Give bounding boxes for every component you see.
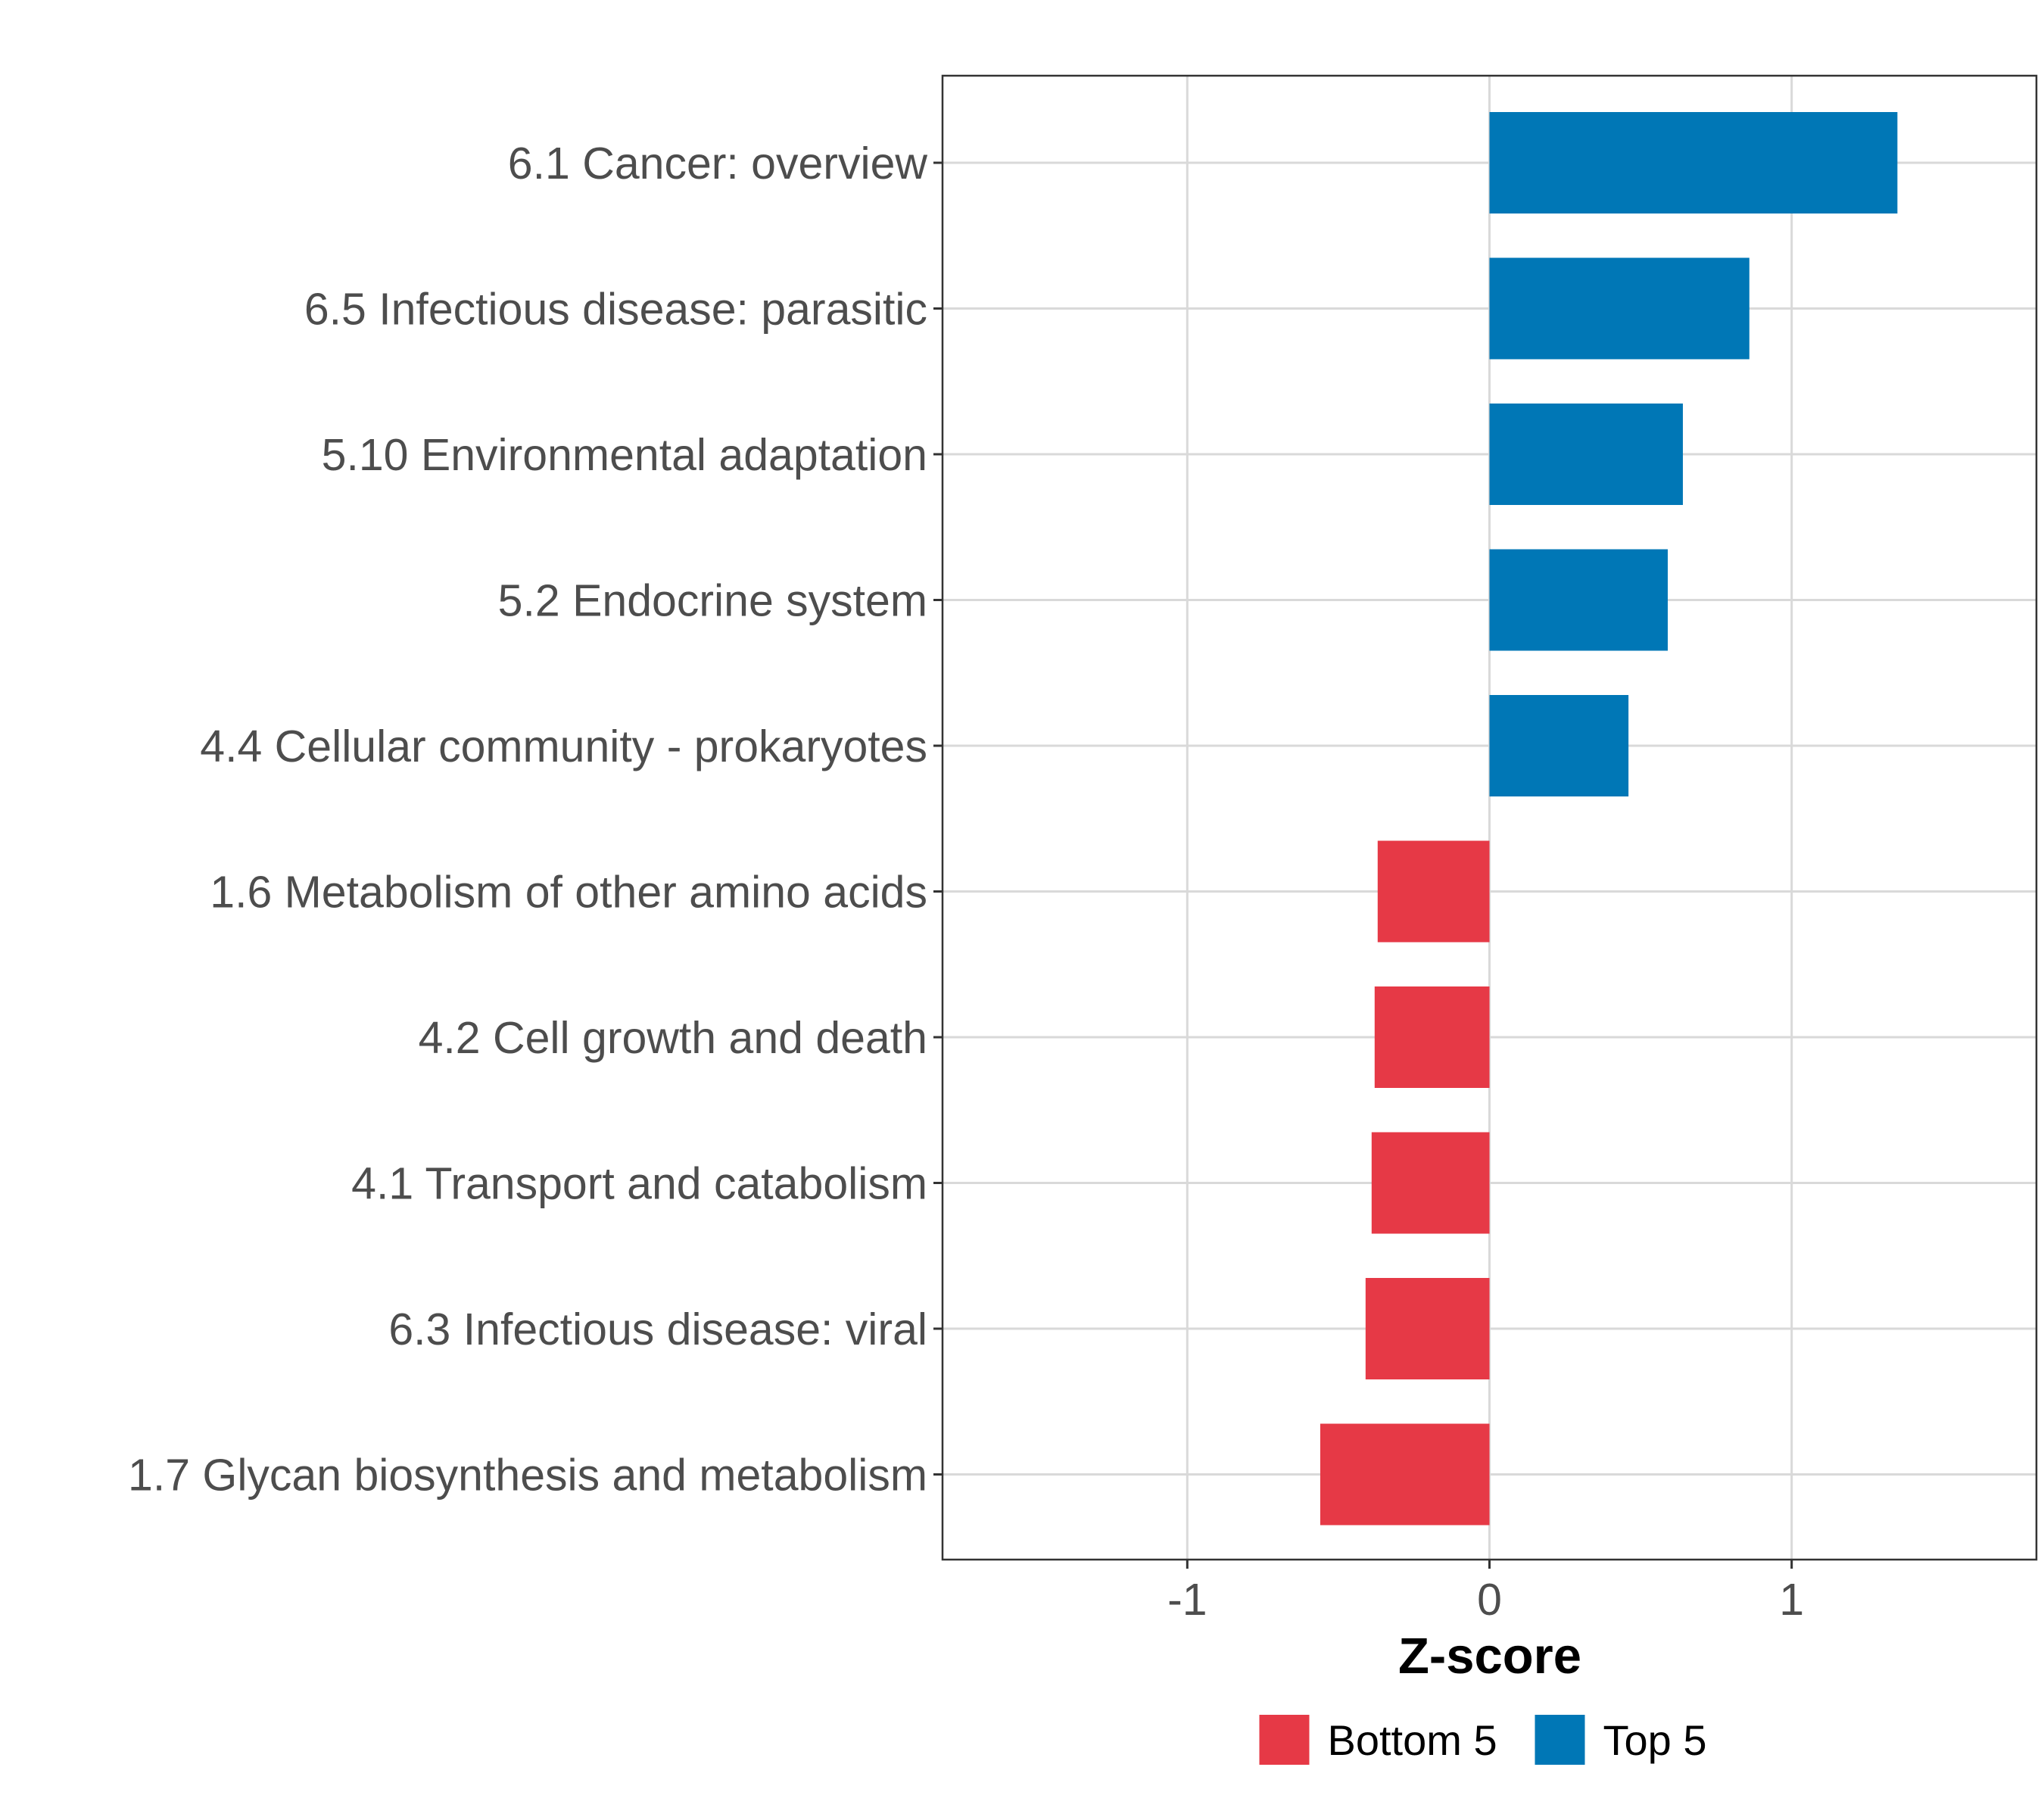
bar-1 — [1489, 112, 1898, 213]
x-axis-title: Z-score — [1398, 1628, 1581, 1685]
bar-9 — [1365, 1278, 1490, 1379]
category-label-7: 4.2 Cell growth and death — [419, 1013, 927, 1063]
x-tick-label-1: 0 — [1477, 1575, 1502, 1625]
legend-swatch-0 — [1259, 1715, 1310, 1765]
legend-label-1: Top 5 — [1603, 1716, 1707, 1764]
bar-8 — [1371, 1132, 1490, 1234]
category-label-1: 6.1 Cancer: overview — [508, 139, 928, 189]
bars — [1320, 112, 1898, 1526]
x-tick-label-0: -1 — [1167, 1575, 1207, 1625]
category-axis: 6.1 Cancer: overview 6.5 Infectious disea… — [128, 139, 943, 1501]
x-axis: -1 0 1 — [1167, 1560, 1804, 1625]
category-label-10: 1.7 Glycan biosynthesis and metabolism — [128, 1451, 927, 1501]
category-label-4: 5.2 Endocrine system — [498, 576, 927, 626]
bar-7 — [1374, 986, 1490, 1088]
bar-3 — [1489, 404, 1683, 505]
category-label-2: 6.5 Infectious disease: parasitic — [304, 285, 927, 335]
category-label-8: 4.1 Transport and catabolism — [351, 1159, 927, 1209]
bar-5 — [1489, 695, 1629, 796]
category-label-3: 5.10 Environmental adaptation — [322, 430, 927, 480]
legend-label-0: Bottom 5 — [1328, 1716, 1497, 1764]
legend: Bottom 5 Top 5 — [1259, 1715, 1707, 1765]
legend-swatch-1 — [1535, 1715, 1585, 1765]
bar-4 — [1489, 549, 1669, 651]
category-label-6: 1.6 Metabolism of other amino acids — [210, 868, 927, 918]
bar-10 — [1320, 1423, 1490, 1526]
x-tick-label-2: 1 — [1779, 1575, 1804, 1625]
bar-2 — [1489, 257, 1750, 360]
bar-6 — [1377, 840, 1490, 943]
category-label-5: 4.4 Cellular community - prokaryotes — [200, 722, 927, 771]
category-label-9: 6.3 Infectious disease: viral — [388, 1304, 927, 1354]
